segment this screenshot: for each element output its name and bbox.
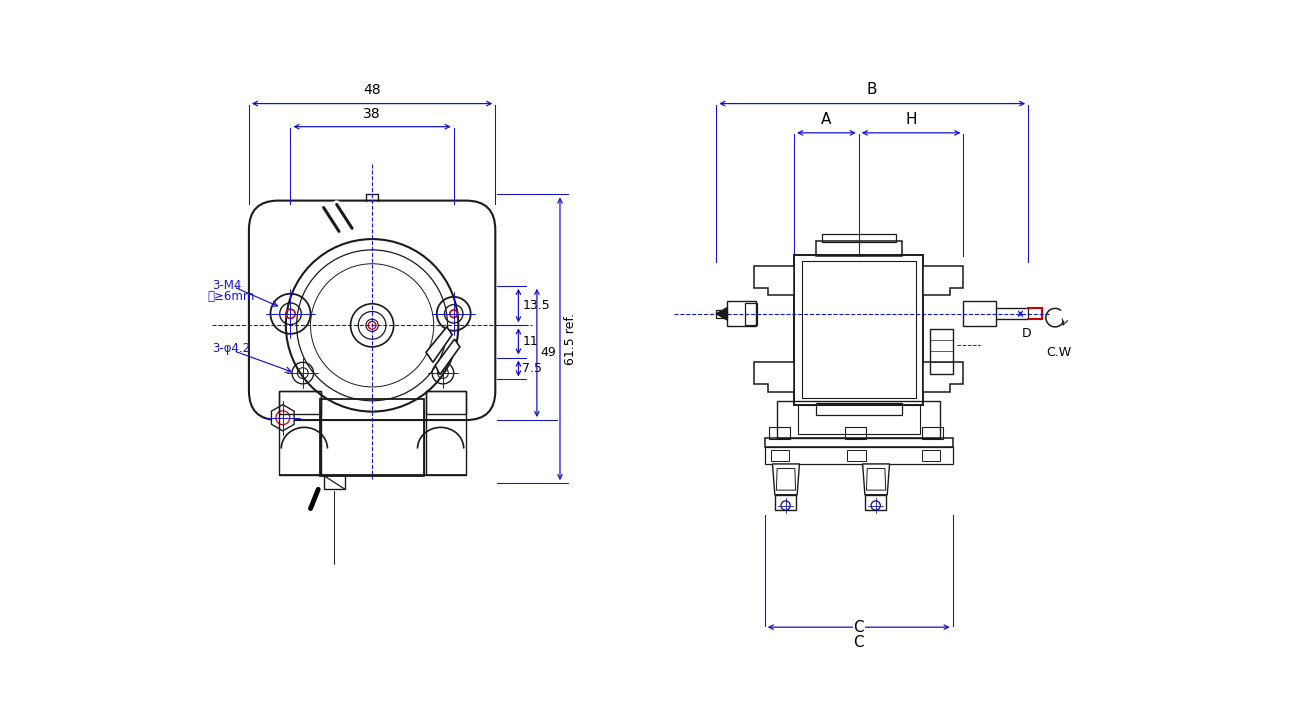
Bar xyxy=(848,450,866,461)
Bar xyxy=(798,404,919,434)
Bar xyxy=(815,240,902,256)
Polygon shape xyxy=(754,362,794,391)
Bar xyxy=(764,447,953,464)
Polygon shape xyxy=(272,404,294,431)
Polygon shape xyxy=(776,469,796,490)
Bar xyxy=(922,427,944,439)
Text: 3-M4: 3-M4 xyxy=(212,279,242,292)
Bar xyxy=(802,261,915,399)
Text: C.W: C.W xyxy=(1046,346,1071,359)
FancyBboxPatch shape xyxy=(248,201,495,420)
Polygon shape xyxy=(754,266,794,295)
Bar xyxy=(280,391,321,476)
Text: B: B xyxy=(867,82,878,97)
Polygon shape xyxy=(923,362,963,391)
Bar xyxy=(426,391,465,414)
Text: H: H xyxy=(905,112,916,126)
Bar xyxy=(764,438,953,447)
Bar xyxy=(922,450,940,461)
Text: 3-φ4.2: 3-φ4.2 xyxy=(212,342,250,355)
Text: C: C xyxy=(853,635,865,650)
Polygon shape xyxy=(866,469,885,490)
Bar xyxy=(320,399,424,477)
Polygon shape xyxy=(863,464,889,495)
Polygon shape xyxy=(923,266,963,295)
Polygon shape xyxy=(716,308,727,320)
Bar xyxy=(426,391,465,476)
Text: A: A xyxy=(822,112,832,126)
Bar xyxy=(845,427,866,439)
Bar xyxy=(963,302,996,326)
Bar xyxy=(727,302,755,326)
Polygon shape xyxy=(426,327,452,362)
Text: C: C xyxy=(853,620,865,635)
Text: 48: 48 xyxy=(363,84,381,97)
Bar xyxy=(930,329,953,374)
Text: 61.5 ref.: 61.5 ref. xyxy=(564,313,577,365)
Bar xyxy=(745,303,757,325)
Bar xyxy=(324,476,346,490)
Text: 13.5: 13.5 xyxy=(523,299,550,312)
Text: 38: 38 xyxy=(363,107,381,121)
Text: 49: 49 xyxy=(541,347,556,360)
Bar xyxy=(771,450,789,461)
Bar xyxy=(716,310,727,318)
Polygon shape xyxy=(436,339,460,375)
Bar xyxy=(864,495,887,510)
Text: 深≥6mm: 深≥6mm xyxy=(207,290,255,303)
Bar xyxy=(822,235,896,242)
Bar xyxy=(777,401,940,438)
Bar xyxy=(794,254,923,404)
Text: D: D xyxy=(1022,327,1032,340)
Bar xyxy=(775,495,797,510)
Text: 11: 11 xyxy=(523,335,538,348)
Text: 7.5: 7.5 xyxy=(523,362,542,375)
Bar xyxy=(815,403,902,415)
Bar xyxy=(768,427,790,439)
Bar xyxy=(280,391,321,414)
Polygon shape xyxy=(772,464,800,495)
